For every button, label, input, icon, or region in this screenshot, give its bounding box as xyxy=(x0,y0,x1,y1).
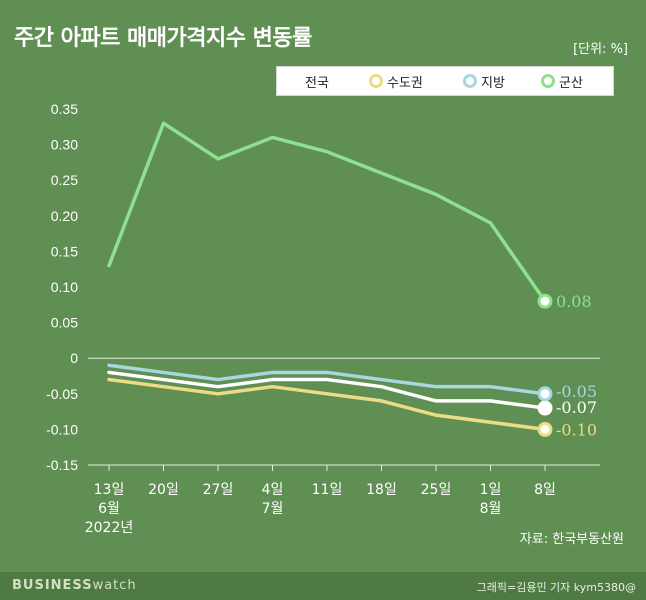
y-tick-label: 0.05 xyxy=(51,315,78,331)
legend: 전국 수도권 지방 군산 xyxy=(276,66,614,96)
legend-item-지방: 지방 xyxy=(463,67,505,95)
unit-label: [단위: %] xyxy=(573,42,628,57)
legend-label-전국: 전국 xyxy=(305,75,329,91)
end-marker-수도권 xyxy=(537,421,553,437)
series-line-지방 xyxy=(107,363,547,396)
series-line-수도권 xyxy=(107,377,547,432)
legend-label-지방: 지방 xyxy=(481,75,505,91)
legend-item-전국: 전국 xyxy=(287,67,329,95)
y-tick-label: 0.25 xyxy=(51,172,78,188)
x-tick-label: 1일 xyxy=(480,482,502,498)
chart-title: 주간 아파트 매매가격지수 변동률 xyxy=(14,26,312,51)
x-tick-label: 4일 xyxy=(262,482,284,498)
footer-bar: BUSINESSwatch 그래픽=김용민 기자 kym5380@ xyxy=(0,572,646,600)
x-tick-label: 2022년 xyxy=(85,520,134,536)
legend-marker-수도권 xyxy=(369,74,383,88)
x-tick-label: 25일 xyxy=(421,482,452,498)
y-tick-label: 0 xyxy=(70,350,78,366)
end-label-군산: 0.08 xyxy=(556,292,592,311)
x-tick-label: 8일 xyxy=(534,482,556,498)
y-tick-label: -0.05 xyxy=(46,386,78,402)
y-tick-label: 0.20 xyxy=(51,208,78,224)
x-tick-label: 27일 xyxy=(203,482,234,498)
x-tick-label: 6월 xyxy=(98,501,120,517)
y-tick-label: 0.10 xyxy=(51,279,78,295)
y-tick-label: -0.10 xyxy=(46,421,78,437)
end-label-지방: -0.05 xyxy=(556,382,597,401)
end-marker-지방 xyxy=(537,386,553,402)
y-tick-label: -0.15 xyxy=(46,457,78,473)
legend-marker-지방 xyxy=(463,74,477,88)
legend-item-군산: 군산 xyxy=(541,67,583,95)
x-tick-label: 8월 xyxy=(480,501,502,517)
x-tick-label: 13일 xyxy=(94,482,125,498)
y-tick-label: 0.30 xyxy=(51,137,78,153)
end-marker-전국 xyxy=(537,400,553,416)
legend-marker-군산 xyxy=(541,74,555,88)
credit-label: 그래픽=김용민 기자 kym5380@ xyxy=(476,581,636,594)
end-label-전국: -0.07 xyxy=(556,398,597,417)
x-tick-label: 7월 xyxy=(262,501,284,517)
legend-label-수도권: 수도권 xyxy=(387,75,423,91)
series-line-군산 xyxy=(107,121,547,303)
brand-logo: BUSINESSwatch xyxy=(12,578,137,593)
x-tick-label: 11일 xyxy=(312,482,343,498)
brand-light: watch xyxy=(92,578,137,593)
x-tick-label: 20일 xyxy=(148,482,179,498)
legend-item-수도권: 수도권 xyxy=(369,67,423,95)
end-marker-군산 xyxy=(537,293,553,309)
end-label-수도권: -0.10 xyxy=(556,420,597,439)
brand-bold: BUSINESS xyxy=(12,578,93,593)
series-line-전국 xyxy=(107,370,547,410)
y-tick-label: 0.15 xyxy=(51,243,78,259)
y-tick-label: 0.35 xyxy=(51,101,78,117)
legend-marker-전국 xyxy=(287,74,301,88)
legend-label-군산: 군산 xyxy=(559,75,583,91)
source-label: 자료: 한국부동산원 xyxy=(519,532,624,547)
x-tick-label: 18일 xyxy=(366,482,397,498)
